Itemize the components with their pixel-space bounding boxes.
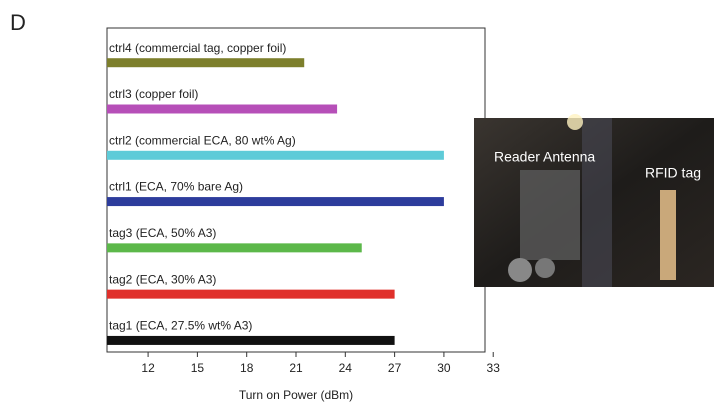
x-tick-label: 33 <box>487 361 501 375</box>
category-label: ctrl3 (copper foil) <box>109 87 198 101</box>
bar <box>107 335 395 345</box>
x-tick-label: 21 <box>289 361 303 375</box>
category-label: ctrl2 (commercial ECA, 80 wt% Ag) <box>109 133 296 147</box>
x-tick-label: 18 <box>240 361 254 375</box>
category-label: ctrl4 (commercial tag, copper foil) <box>109 41 286 55</box>
category-label: ctrl1 (ECA, 70% bare Ag) <box>109 180 243 194</box>
inset-photo: Reader Antenna RFID tag <box>474 114 714 287</box>
x-tick-label: 24 <box>339 361 353 375</box>
bar <box>107 289 395 299</box>
x-tick-label: 12 <box>141 361 155 375</box>
bar <box>107 243 362 253</box>
bar <box>107 197 444 207</box>
x-tick-label: 27 <box>388 361 402 375</box>
x-tick-label: 15 <box>191 361 205 375</box>
inset-label: Reader Antenna <box>494 149 595 165</box>
category-label: tag2 (ECA, 30% A3) <box>109 272 216 286</box>
bar <box>107 150 444 160</box>
bar <box>107 104 338 114</box>
category-label: tag1 (ECA, 27.5% wt% A3) <box>109 319 252 333</box>
x-tick-label: 30 <box>437 361 451 375</box>
x-axis-label: Turn on Power (dBm) <box>239 388 353 402</box>
panel-label: D <box>10 10 26 35</box>
inset-label: RFID tag <box>645 165 701 181</box>
bar <box>107 58 305 68</box>
category-label: tag3 (ECA, 50% A3) <box>109 226 216 240</box>
